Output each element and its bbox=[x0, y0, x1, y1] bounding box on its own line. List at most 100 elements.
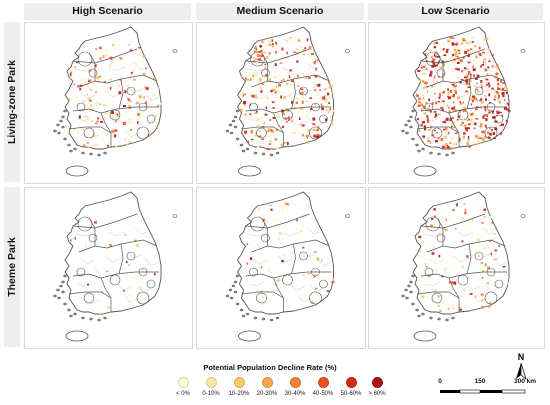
decline-cell bbox=[471, 37, 475, 39]
decline-cell bbox=[431, 102, 434, 105]
decline-cell bbox=[467, 48, 469, 51]
province-boundary bbox=[416, 291, 460, 299]
row-header-theme-park-label: Theme Park bbox=[6, 237, 18, 297]
island bbox=[231, 119, 236, 123]
decline-cell bbox=[459, 81, 462, 84]
decline-cell bbox=[243, 93, 246, 96]
decline-cell bbox=[478, 266, 482, 269]
decline-cell bbox=[124, 90, 127, 94]
island bbox=[57, 131, 61, 135]
legend-swatch bbox=[371, 377, 383, 388]
decline-cell bbox=[432, 58, 436, 61]
decline-cell bbox=[466, 255, 469, 258]
decline-cell bbox=[424, 53, 427, 56]
decline-cell bbox=[490, 252, 492, 255]
decline-cell bbox=[477, 238, 480, 242]
district-boundary bbox=[456, 231, 474, 237]
decline-cell bbox=[430, 56, 433, 59]
decline-cell bbox=[426, 90, 429, 93]
decline-cell bbox=[486, 282, 489, 284]
decline-cell bbox=[480, 293, 484, 296]
decline-cell bbox=[274, 63, 277, 66]
decline-cell bbox=[137, 121, 139, 125]
decline-cell bbox=[504, 99, 506, 101]
metro-boundary bbox=[494, 114, 504, 124]
decline-cell bbox=[475, 106, 479, 109]
decline-cell bbox=[457, 77, 460, 79]
decline-cell bbox=[446, 48, 449, 51]
decline-cell bbox=[471, 219, 474, 222]
decline-cell bbox=[96, 101, 98, 104]
decline-cell bbox=[435, 102, 438, 105]
decline-cell bbox=[423, 107, 426, 109]
decline-cell bbox=[257, 51, 261, 53]
decline-cell bbox=[259, 50, 263, 53]
decline-cell bbox=[451, 147, 454, 149]
decline-cell bbox=[438, 76, 440, 78]
decline-cell bbox=[244, 251, 247, 254]
decline-cell bbox=[502, 256, 505, 258]
island bbox=[81, 316, 85, 320]
decline-cell bbox=[435, 64, 438, 67]
island bbox=[59, 119, 63, 123]
decline-cell bbox=[316, 275, 319, 279]
decline-cell bbox=[455, 132, 458, 134]
decline-cell bbox=[131, 62, 135, 64]
decline-cell bbox=[305, 101, 308, 103]
decline-cell bbox=[261, 40, 264, 43]
decline-cell bbox=[260, 54, 263, 58]
decline-cell bbox=[257, 117, 259, 121]
decline-cell bbox=[117, 268, 121, 272]
decline-cell bbox=[480, 137, 483, 140]
decline-cell bbox=[261, 82, 264, 85]
decline-cell bbox=[101, 138, 104, 140]
decline-cell bbox=[110, 101, 113, 104]
decline-cell bbox=[139, 286, 142, 290]
decline-cell bbox=[302, 133, 305, 136]
island bbox=[409, 290, 413, 294]
decline-cell bbox=[458, 114, 461, 118]
decline-cell bbox=[296, 285, 299, 287]
decline-cell bbox=[454, 52, 458, 56]
ulleung-island bbox=[172, 49, 178, 53]
decline-cell bbox=[289, 37, 293, 39]
district-boundary bbox=[307, 62, 320, 70]
district-boundary bbox=[104, 90, 122, 98]
decline-cell bbox=[290, 133, 293, 135]
decline-cell bbox=[491, 65, 494, 68]
decline-cell bbox=[89, 109, 92, 113]
decline-cell bbox=[440, 107, 444, 110]
decline-cell bbox=[490, 254, 493, 257]
decline-cell bbox=[480, 65, 482, 68]
province-boundary bbox=[426, 239, 506, 253]
decline-cell bbox=[96, 81, 100, 83]
decline-cell bbox=[475, 77, 478, 80]
district-boundary bbox=[76, 281, 92, 287]
decline-cell bbox=[483, 216, 486, 218]
province-boundary bbox=[291, 78, 296, 110]
decline-cell bbox=[422, 72, 426, 75]
decline-cell bbox=[496, 68, 500, 70]
jeju-island bbox=[238, 330, 261, 342]
decline-cell bbox=[270, 208, 273, 211]
decline-cell bbox=[140, 47, 142, 50]
decline-cell bbox=[441, 91, 444, 93]
metro-boundary bbox=[282, 109, 293, 121]
decline-cell bbox=[331, 281, 335, 284]
decline-cell bbox=[484, 108, 487, 112]
decline-cell bbox=[469, 48, 473, 50]
decline-cell bbox=[486, 83, 488, 86]
decline-cell bbox=[266, 220, 268, 223]
decline-cell bbox=[470, 119, 473, 123]
province-boundary bbox=[72, 213, 138, 229]
decline-cell bbox=[444, 127, 448, 131]
legend-label: 50-60% bbox=[340, 391, 362, 397]
decline-cell bbox=[325, 98, 327, 102]
decline-cell bbox=[458, 308, 462, 311]
decline-cell bbox=[493, 98, 496, 101]
decline-cell bbox=[301, 96, 305, 98]
decline-cell bbox=[275, 41, 277, 45]
island bbox=[445, 318, 449, 322]
decline-cell bbox=[137, 113, 141, 116]
province-boundary bbox=[251, 74, 330, 88]
